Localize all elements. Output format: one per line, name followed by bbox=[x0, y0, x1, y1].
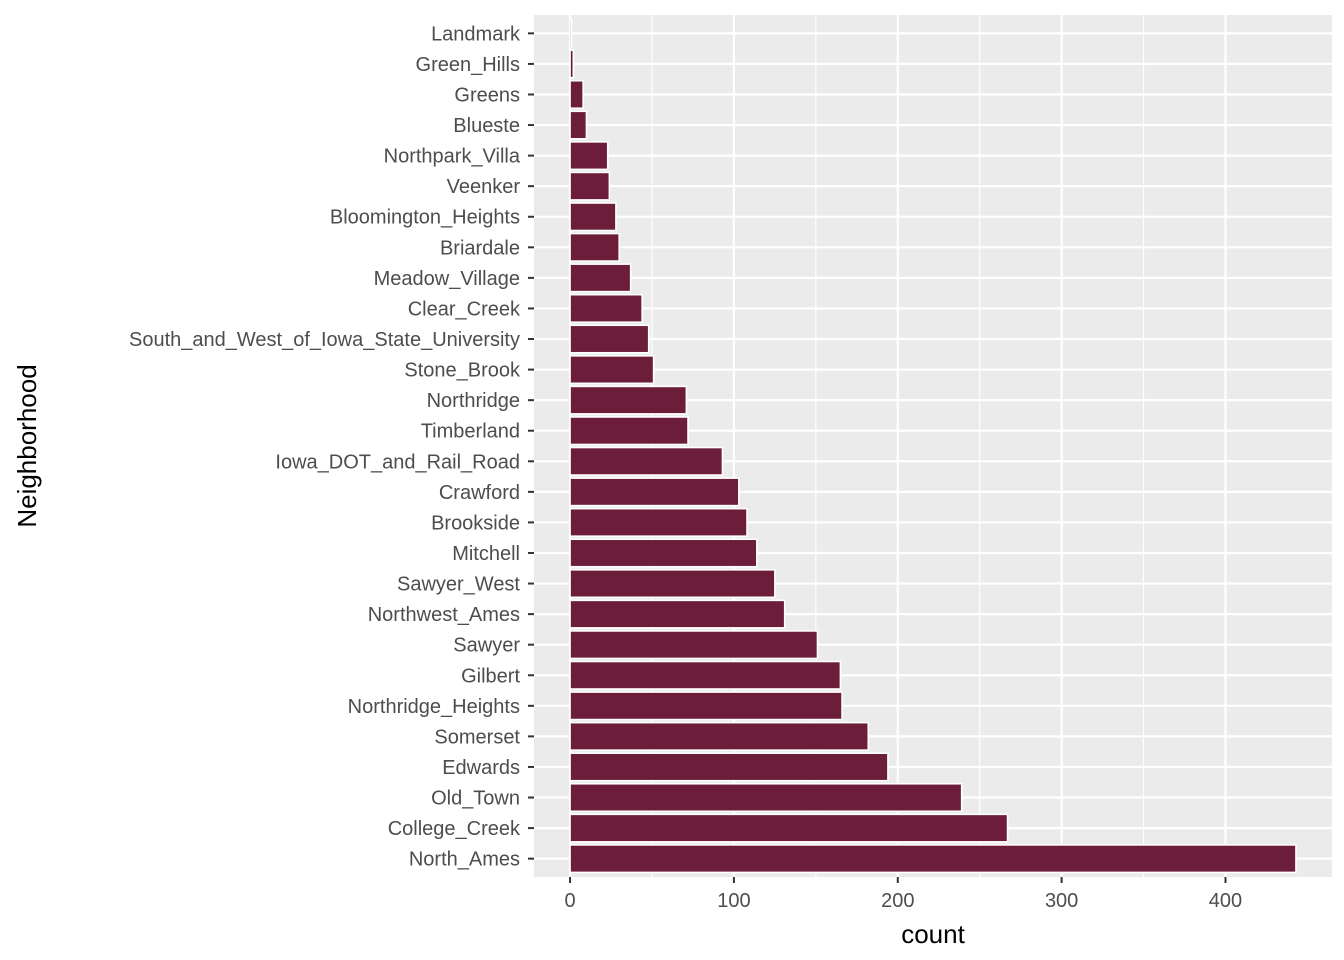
bar bbox=[569, 691, 843, 721]
x-tick-label: 400 bbox=[1209, 890, 1242, 912]
y-tick-label: Northpark_Villa bbox=[384, 146, 521, 168]
y-tick-label: Landmark bbox=[431, 23, 521, 45]
bar bbox=[569, 110, 588, 140]
y-tick-label: Bloomington_Heights bbox=[330, 207, 520, 229]
bar bbox=[569, 263, 632, 293]
y-tick-label: College_Creek bbox=[388, 818, 521, 840]
y-tick-label: Iowa_DOT_and_Rail_Road bbox=[275, 451, 520, 473]
bar bbox=[569, 79, 584, 110]
x-axis: 0 100 200 300 400 bbox=[564, 877, 1242, 912]
bar bbox=[569, 538, 758, 568]
y-tick-label: Edwards bbox=[442, 757, 520, 779]
x-tick-label: 200 bbox=[881, 890, 914, 912]
y-tick-label: South_and_West_of_Iowa_State_University bbox=[129, 329, 520, 351]
bar bbox=[569, 660, 842, 690]
bar bbox=[569, 171, 611, 201]
y-axis-title: Neighborhood bbox=[12, 364, 42, 527]
bar bbox=[569, 232, 621, 262]
bar bbox=[569, 355, 655, 385]
y-tick-label: Somerset bbox=[434, 726, 520, 748]
y-tick-label: Clear_Creek bbox=[408, 298, 521, 320]
y-tick-label: Northridge_Heights bbox=[348, 696, 520, 718]
y-tick-label: Briardale bbox=[440, 237, 520, 259]
bar bbox=[569, 446, 724, 476]
bar bbox=[569, 844, 1297, 874]
bar bbox=[569, 385, 688, 415]
bar bbox=[569, 202, 617, 232]
bar bbox=[569, 141, 609, 171]
y-tick-label: Greens bbox=[454, 84, 520, 106]
y-tick-label: Mitchell bbox=[452, 543, 520, 565]
y-tick-label: Meadow_Village bbox=[374, 268, 520, 290]
y-tick-label: Timberland bbox=[421, 421, 520, 443]
bar bbox=[569, 477, 740, 507]
x-tick-label: 0 bbox=[564, 890, 575, 912]
bars bbox=[569, 18, 1297, 874]
bar bbox=[569, 752, 889, 782]
y-tick-label: Old_Town bbox=[431, 788, 520, 810]
bar bbox=[569, 599, 786, 629]
y-tick-label: North_Ames bbox=[409, 849, 520, 871]
y-tick-label: Gilbert bbox=[461, 665, 520, 687]
bar bbox=[569, 813, 1009, 843]
bar bbox=[569, 49, 575, 79]
bar bbox=[569, 782, 963, 813]
bar bbox=[569, 721, 870, 751]
y-tick-label: Sawyer_West bbox=[397, 574, 520, 596]
x-tick-label: 100 bbox=[717, 890, 750, 912]
x-tick-label: 300 bbox=[1045, 890, 1078, 912]
bar bbox=[569, 507, 748, 537]
bar bbox=[569, 324, 650, 354]
y-tick-label: Stone_Brook bbox=[404, 360, 521, 382]
y-axis: North_Ames College_Creek Old_Town Edwards So… bbox=[129, 23, 534, 871]
y-tick-label: Veenker bbox=[447, 176, 521, 198]
bar bbox=[569, 416, 689, 446]
y-tick-label: Brookside bbox=[431, 512, 520, 534]
y-tick-label: Green_Hills bbox=[416, 54, 520, 76]
y-tick-label: Crawford bbox=[439, 482, 520, 504]
y-tick-label: Sawyer bbox=[453, 635, 520, 657]
x-axis-title: count bbox=[901, 919, 965, 949]
bar bbox=[569, 18, 573, 48]
bar bbox=[569, 630, 819, 660]
y-tick-label: Blueste bbox=[453, 115, 520, 137]
y-tick-label: Northwest_Ames bbox=[368, 604, 520, 626]
bar bbox=[569, 293, 643, 324]
bar bbox=[569, 568, 776, 599]
y-tick-label: Northridge bbox=[427, 390, 520, 412]
